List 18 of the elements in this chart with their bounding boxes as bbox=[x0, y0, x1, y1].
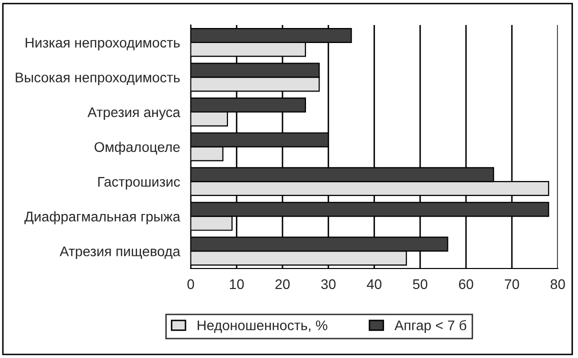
x-tick-label: 20 bbox=[275, 279, 290, 290]
x-tick-label: 0 bbox=[187, 279, 194, 290]
x-tick-label: 80 bbox=[550, 279, 565, 290]
y-tick-label: Диафрагмальная грыжа bbox=[24, 211, 180, 224]
x-tick-label: 30 bbox=[321, 279, 336, 290]
legend-label: Недоношенность, % bbox=[198, 320, 328, 333]
x-tick-label: 50 bbox=[412, 279, 428, 290]
x-tick-label: 40 bbox=[366, 279, 382, 290]
legend-label: Апгар < 7 б bbox=[394, 320, 466, 334]
x-tick-label: 60 bbox=[458, 279, 474, 290]
y-tick-label: Гастрошизис bbox=[98, 177, 180, 190]
y-tick-label: Омфалоцеле bbox=[94, 142, 180, 155]
y-tick-label: Атрезия ануса bbox=[88, 107, 180, 120]
y-tick-label: Атрезия пищевода bbox=[60, 246, 180, 260]
y-tick-label: Низкая непроходимость bbox=[26, 38, 180, 50]
x-tick-label: 10 bbox=[230, 279, 244, 290]
x-tick-label: 70 bbox=[504, 279, 520, 290]
y-tick-label: Высокая непроходимость bbox=[16, 72, 180, 86]
